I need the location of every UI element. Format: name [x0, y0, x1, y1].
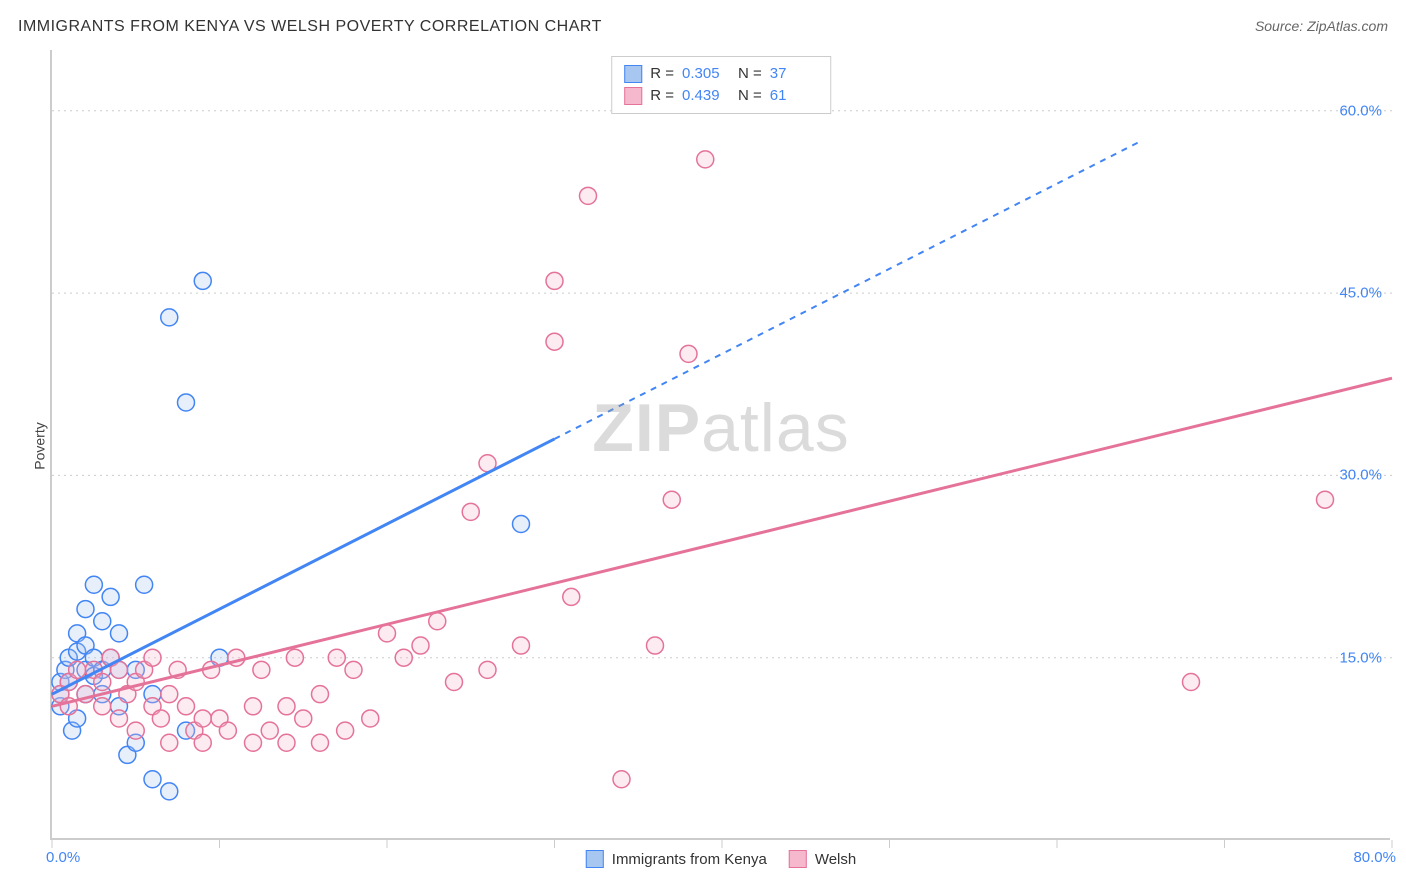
legend-top-row-welsh: R = 0.439 N = 61 [624, 85, 818, 107]
legend-swatch-welsh [789, 850, 807, 868]
x-tick-label: 80.0% [1353, 849, 1396, 866]
y-tick-label: 30.0% [1339, 467, 1382, 484]
header: IMMIGRANTS FROM KENYA VS WELSH POVERTY C… [18, 18, 1388, 36]
x-tick-label: 0.0% [46, 849, 80, 866]
r-value-welsh: 0.439 [682, 85, 730, 107]
y-tick-label: 15.0% [1339, 649, 1382, 666]
n-value-kenya: 37 [770, 63, 818, 85]
y-tick-label: 45.0% [1339, 285, 1382, 302]
r-label: R = [650, 63, 674, 85]
legend-swatch-kenya [586, 850, 604, 868]
plot-svg [52, 50, 1390, 838]
source-label: Source: ZipAtlas.com [1255, 18, 1388, 34]
page-title: IMMIGRANTS FROM KENYA VS WELSH POVERTY C… [18, 18, 602, 36]
legend-swatch-kenya [624, 65, 642, 83]
scatter-plot: ZIPatlas R = 0.305 N = 37 R = 0.439 N = … [50, 50, 1390, 840]
y-axis-label: Poverty [32, 422, 48, 469]
legend-bottom-item-kenya: Immigrants from Kenya [586, 850, 767, 868]
y-tick-label: 60.0% [1339, 102, 1382, 119]
legend-top-row-kenya: R = 0.305 N = 37 [624, 63, 818, 85]
legend-top: R = 0.305 N = 37 R = 0.439 N = 61 [611, 56, 831, 114]
legend-swatch-welsh [624, 87, 642, 105]
legend-bottom: Immigrants from Kenya Welsh [586, 850, 856, 868]
r-label: R = [650, 85, 674, 107]
n-label: N = [738, 63, 762, 85]
legend-label-welsh: Welsh [815, 851, 856, 868]
n-value-welsh: 61 [770, 85, 818, 107]
r-value-kenya: 0.305 [682, 63, 730, 85]
legend-label-kenya: Immigrants from Kenya [612, 851, 767, 868]
legend-bottom-item-welsh: Welsh [789, 850, 856, 868]
n-label: N = [738, 85, 762, 107]
